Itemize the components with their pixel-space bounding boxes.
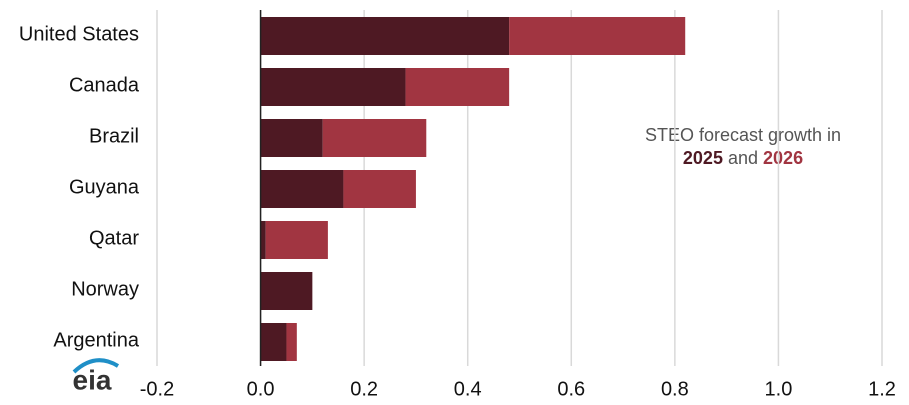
bar-segment bbox=[343, 170, 416, 208]
logo: eia bbox=[72, 358, 120, 395]
bar-segment bbox=[260, 17, 510, 55]
logo-text: eia bbox=[73, 364, 112, 395]
bar-segment bbox=[260, 323, 287, 361]
x-tick-label: 1.0 bbox=[765, 378, 793, 400]
bar-segment bbox=[260, 119, 323, 157]
x-tick-label: 0.6 bbox=[557, 378, 585, 400]
bar-segment bbox=[260, 272, 313, 310]
category-label: Norway bbox=[71, 278, 139, 300]
x-tick-label: 0.4 bbox=[454, 378, 482, 400]
bar-segment bbox=[405, 68, 510, 106]
plot: -0.2 0.0 0.2 0.4 0.6 0.8 1.0 1.2 United States Ca… bbox=[19, 10, 896, 400]
x-tick-label: 0.8 bbox=[661, 378, 689, 400]
annotation-legend: 2025 and 2026 bbox=[683, 148, 803, 168]
annotation-connector: and bbox=[728, 148, 758, 168]
bar-segment bbox=[322, 119, 427, 157]
category-label: Qatar bbox=[89, 227, 139, 249]
x-tick-label: -0.2 bbox=[140, 378, 174, 400]
bar-segment bbox=[260, 170, 344, 208]
bar-segment bbox=[260, 68, 406, 106]
category-label: Canada bbox=[69, 74, 140, 96]
x-tick-label: 0.2 bbox=[350, 378, 378, 400]
bar-segment bbox=[265, 221, 328, 259]
bar-segment bbox=[509, 17, 686, 55]
category-label: Brazil bbox=[89, 125, 139, 147]
legend-entry: 2025 bbox=[683, 148, 723, 168]
category-label: Argentina bbox=[53, 329, 139, 351]
bar-segment bbox=[260, 221, 266, 259]
x-tick-label: 1.2 bbox=[868, 378, 896, 400]
x-tick-label: 0.0 bbox=[247, 378, 275, 400]
bar-segment bbox=[286, 323, 297, 361]
annotation: STEO forecast growth in bbox=[645, 125, 841, 145]
category-label: Guyana bbox=[69, 176, 140, 198]
category-label: United States bbox=[19, 23, 139, 45]
logo-arc bbox=[72, 358, 120, 374]
legend-entry: 2026 bbox=[763, 148, 803, 168]
